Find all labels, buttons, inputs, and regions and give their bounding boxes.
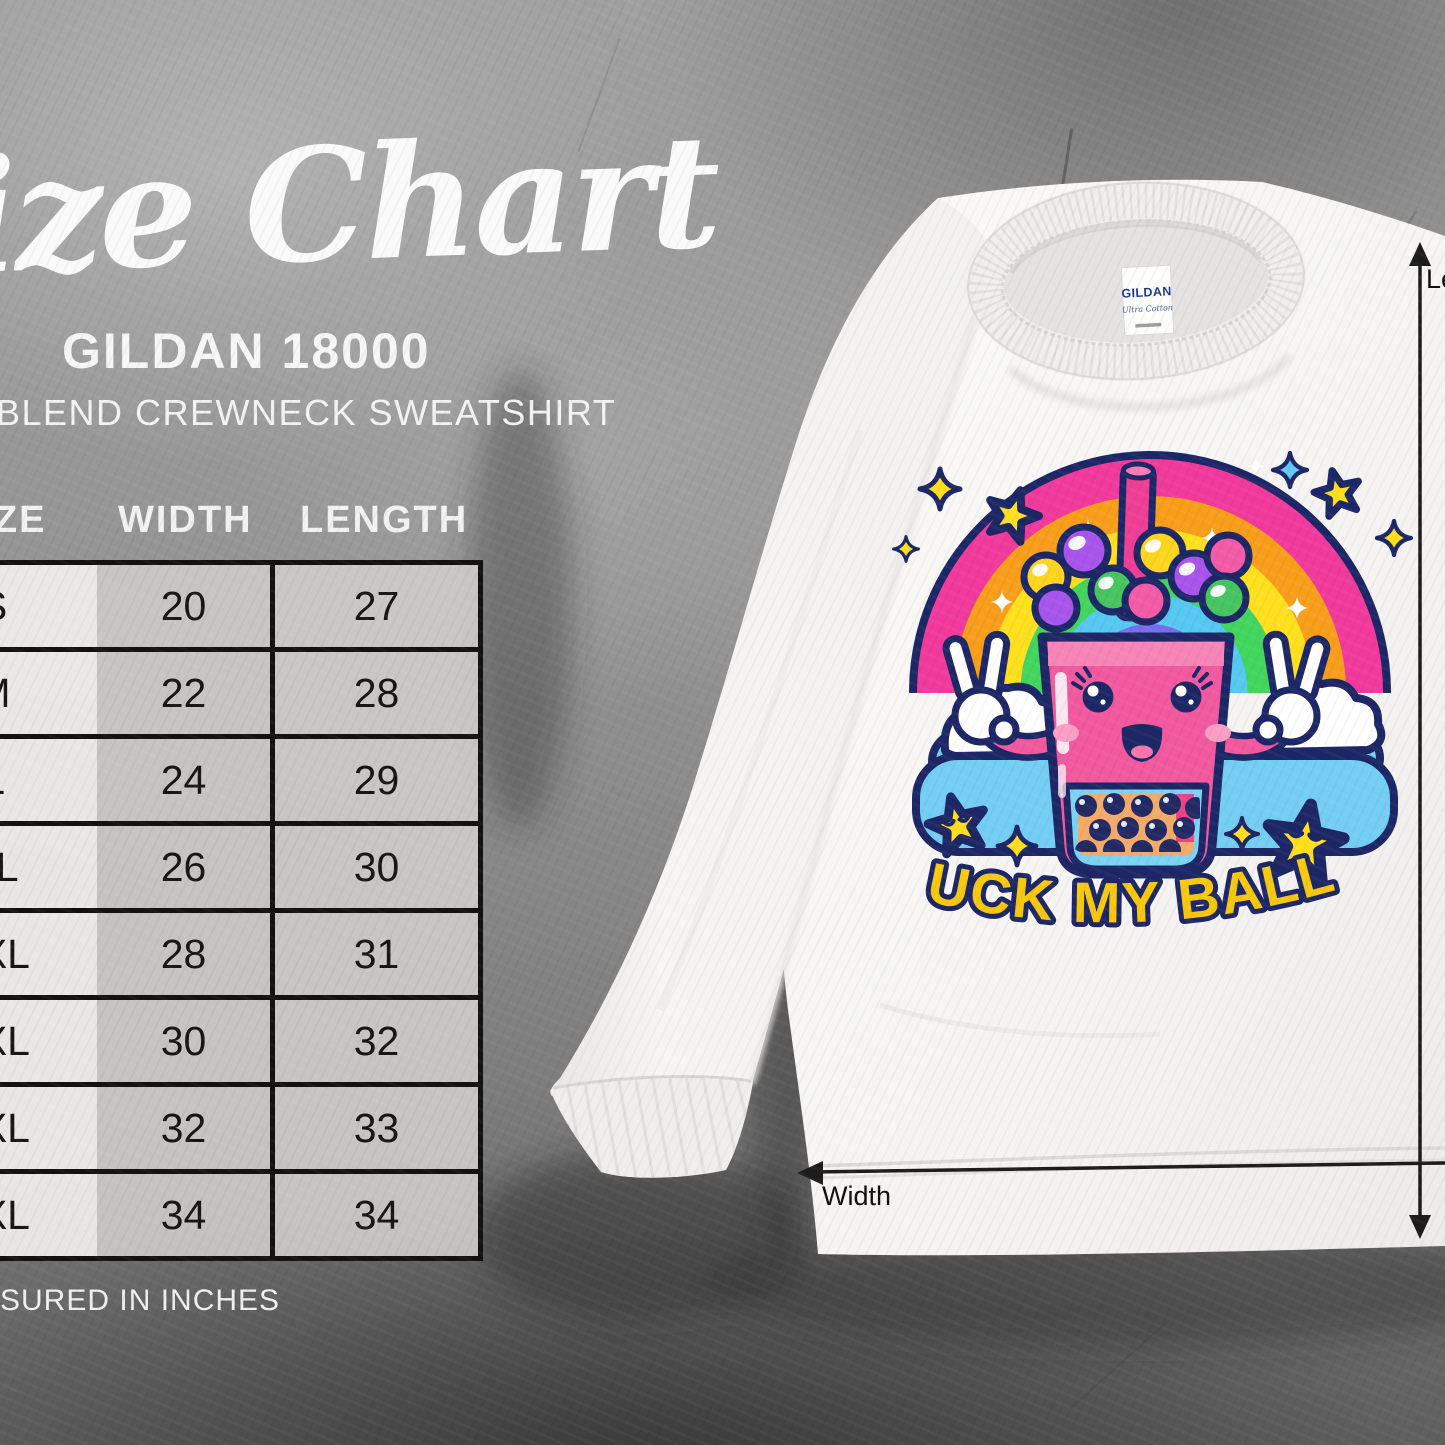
- table-row: 4XL 32 33: [0, 1087, 478, 1174]
- table-row: S 20 27: [0, 565, 478, 652]
- table-row: XL 26 30: [0, 826, 478, 913]
- page-title: Size Chart: [0, 99, 720, 314]
- column-header-size: SIZE: [0, 499, 47, 541]
- length-cell: 29: [275, 739, 478, 821]
- length-cell: 33: [275, 1087, 478, 1169]
- size-table: S 20 27 M 22 28 L 24 29 XL 26 30 2XL 28 …: [0, 560, 483, 1261]
- table-row: M 22 28: [0, 652, 478, 739]
- length-arrow: [1409, 242, 1431, 1239]
- ball-highlights: [1032, 535, 1226, 598]
- collar: GILDAN Ultra Cotton: [966, 180, 1306, 382]
- table-row: L 24 29: [0, 739, 478, 826]
- star-face-right: [1261, 798, 1348, 882]
- sleeve-cuff: [550, 1077, 753, 1178]
- size-cell: M: [0, 652, 97, 734]
- width-cell: 20: [97, 565, 275, 647]
- size-cell: 5XL: [0, 1174, 97, 1256]
- length-cell: 32: [275, 1000, 478, 1082]
- label-fine-print: [1135, 322, 1162, 328]
- width-cell: 34: [97, 1174, 275, 1256]
- length-cell: 34: [275, 1174, 478, 1256]
- table-row: 3XL 30 32: [0, 1000, 478, 1087]
- length-cell: 30: [275, 826, 478, 908]
- width-cell: 32: [97, 1087, 275, 1169]
- size-cell: 4XL: [0, 1087, 97, 1169]
- brand-line-text: Ultra Cotton: [1122, 303, 1173, 315]
- width-label: Width: [822, 1181, 892, 1211]
- length-cell: 27: [275, 565, 478, 647]
- width-cell: 28: [97, 913, 275, 995]
- units-note: MEASURED IN INCHES: [0, 1284, 281, 1317]
- sweatshirt-sleeve: [550, 198, 998, 1178]
- size-cell: 2XL: [0, 913, 97, 995]
- boba-cup: [942, 461, 1331, 879]
- length-cell: 28: [275, 652, 478, 734]
- table-row: 2XL 28 31: [0, 913, 478, 1000]
- size-cell: 3XL: [0, 1000, 97, 1082]
- peace-hand-right: [1252, 630, 1331, 746]
- size-cell: XL: [0, 826, 97, 908]
- product-line: BLEND CREWNECK SWEATSHIRT: [0, 392, 617, 433]
- width-cell: 30: [97, 1000, 275, 1082]
- kawaii-face: [1053, 666, 1231, 762]
- column-header-length: LENGTH: [300, 499, 469, 541]
- table-row: 5XL 34 34: [0, 1174, 478, 1261]
- neck-label: GILDAN Ultra Cotton: [1120, 264, 1175, 337]
- product-code: GILDAN 18000: [62, 323, 431, 379]
- brand-text: GILDAN: [1121, 284, 1172, 301]
- topping-balls: [1020, 523, 1253, 633]
- column-header-width: WIDTH: [118, 499, 253, 541]
- length-label: Length: [1426, 264, 1445, 294]
- sparkle-blue-icon: [1270, 450, 1310, 490]
- size-cell: S: [0, 565, 97, 647]
- width-cell: 26: [97, 826, 275, 908]
- width-cell: 24: [97, 739, 275, 821]
- size-cell: L: [0, 739, 97, 821]
- width-arrow: [797, 1161, 1445, 1185]
- garment-shadow: [468, 370, 1445, 1346]
- peace-hand-left: [942, 630, 1020, 746]
- star-face-left: [923, 790, 991, 856]
- length-cell: 31: [275, 913, 478, 995]
- width-cell: 22: [97, 652, 275, 734]
